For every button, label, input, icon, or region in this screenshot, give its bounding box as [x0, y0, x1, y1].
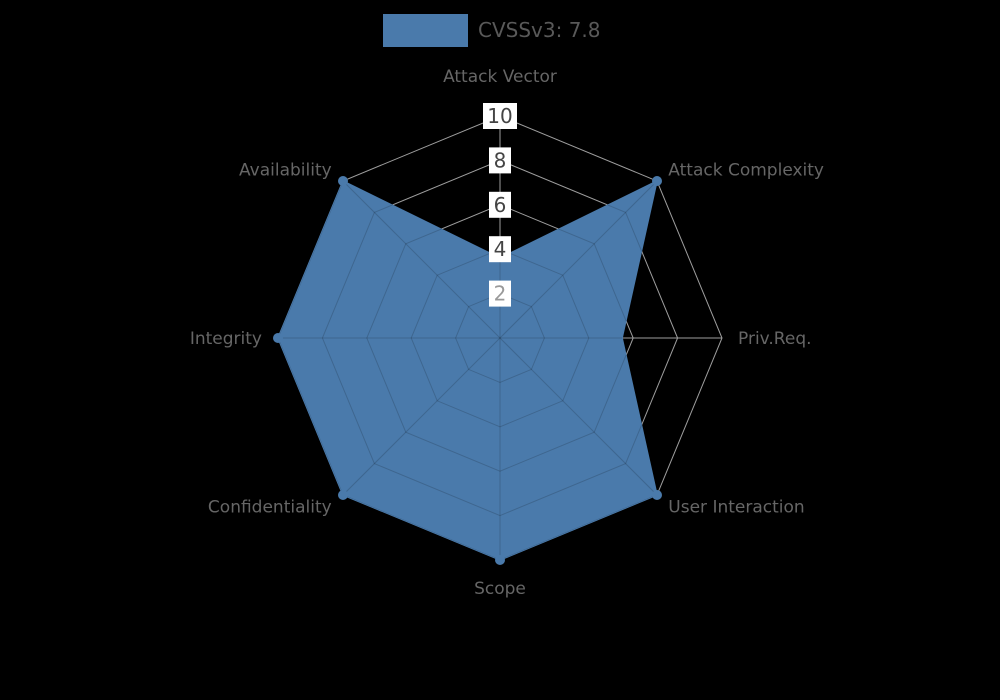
- vertex-dot: [338, 176, 348, 186]
- vertex-dot: [652, 490, 662, 500]
- axis-label-user-interaction: User Interaction: [668, 497, 804, 517]
- vertex-dot: [338, 490, 348, 500]
- axis-label-attack-complexity: Attack Complexity: [668, 161, 824, 181]
- tick-label-2: 2: [494, 282, 507, 306]
- legend: CVSSv3: 7.8: [383, 14, 601, 47]
- vertex-dot: [495, 555, 505, 565]
- tick-box: [489, 191, 511, 218]
- axis-label-scope: Scope: [474, 579, 526, 599]
- vertex-dot: [652, 176, 662, 186]
- axis-label-priv-req: Priv.Req.: [738, 329, 812, 349]
- tick-label-6: 6: [494, 193, 507, 217]
- axis-label-integrity: Integrity: [190, 329, 262, 349]
- tick-box: [489, 147, 511, 174]
- axis-label-attack-vector: Attack Vector: [443, 67, 557, 87]
- axis-label-confidentiality: Confidentiality: [208, 497, 332, 517]
- legend-swatch: [383, 14, 468, 47]
- vertex-dot: [273, 333, 283, 343]
- tick-box: [489, 236, 511, 263]
- axis-label-availability: Availability: [239, 161, 332, 181]
- tick-label-8: 8: [494, 148, 507, 172]
- tick-label-10: 10: [487, 104, 512, 128]
- tick-box: [483, 103, 517, 129]
- tick-label-4: 4: [494, 237, 507, 261]
- tick-box: [489, 280, 511, 307]
- legend-label: CVSSv3: 7.8: [478, 18, 601, 42]
